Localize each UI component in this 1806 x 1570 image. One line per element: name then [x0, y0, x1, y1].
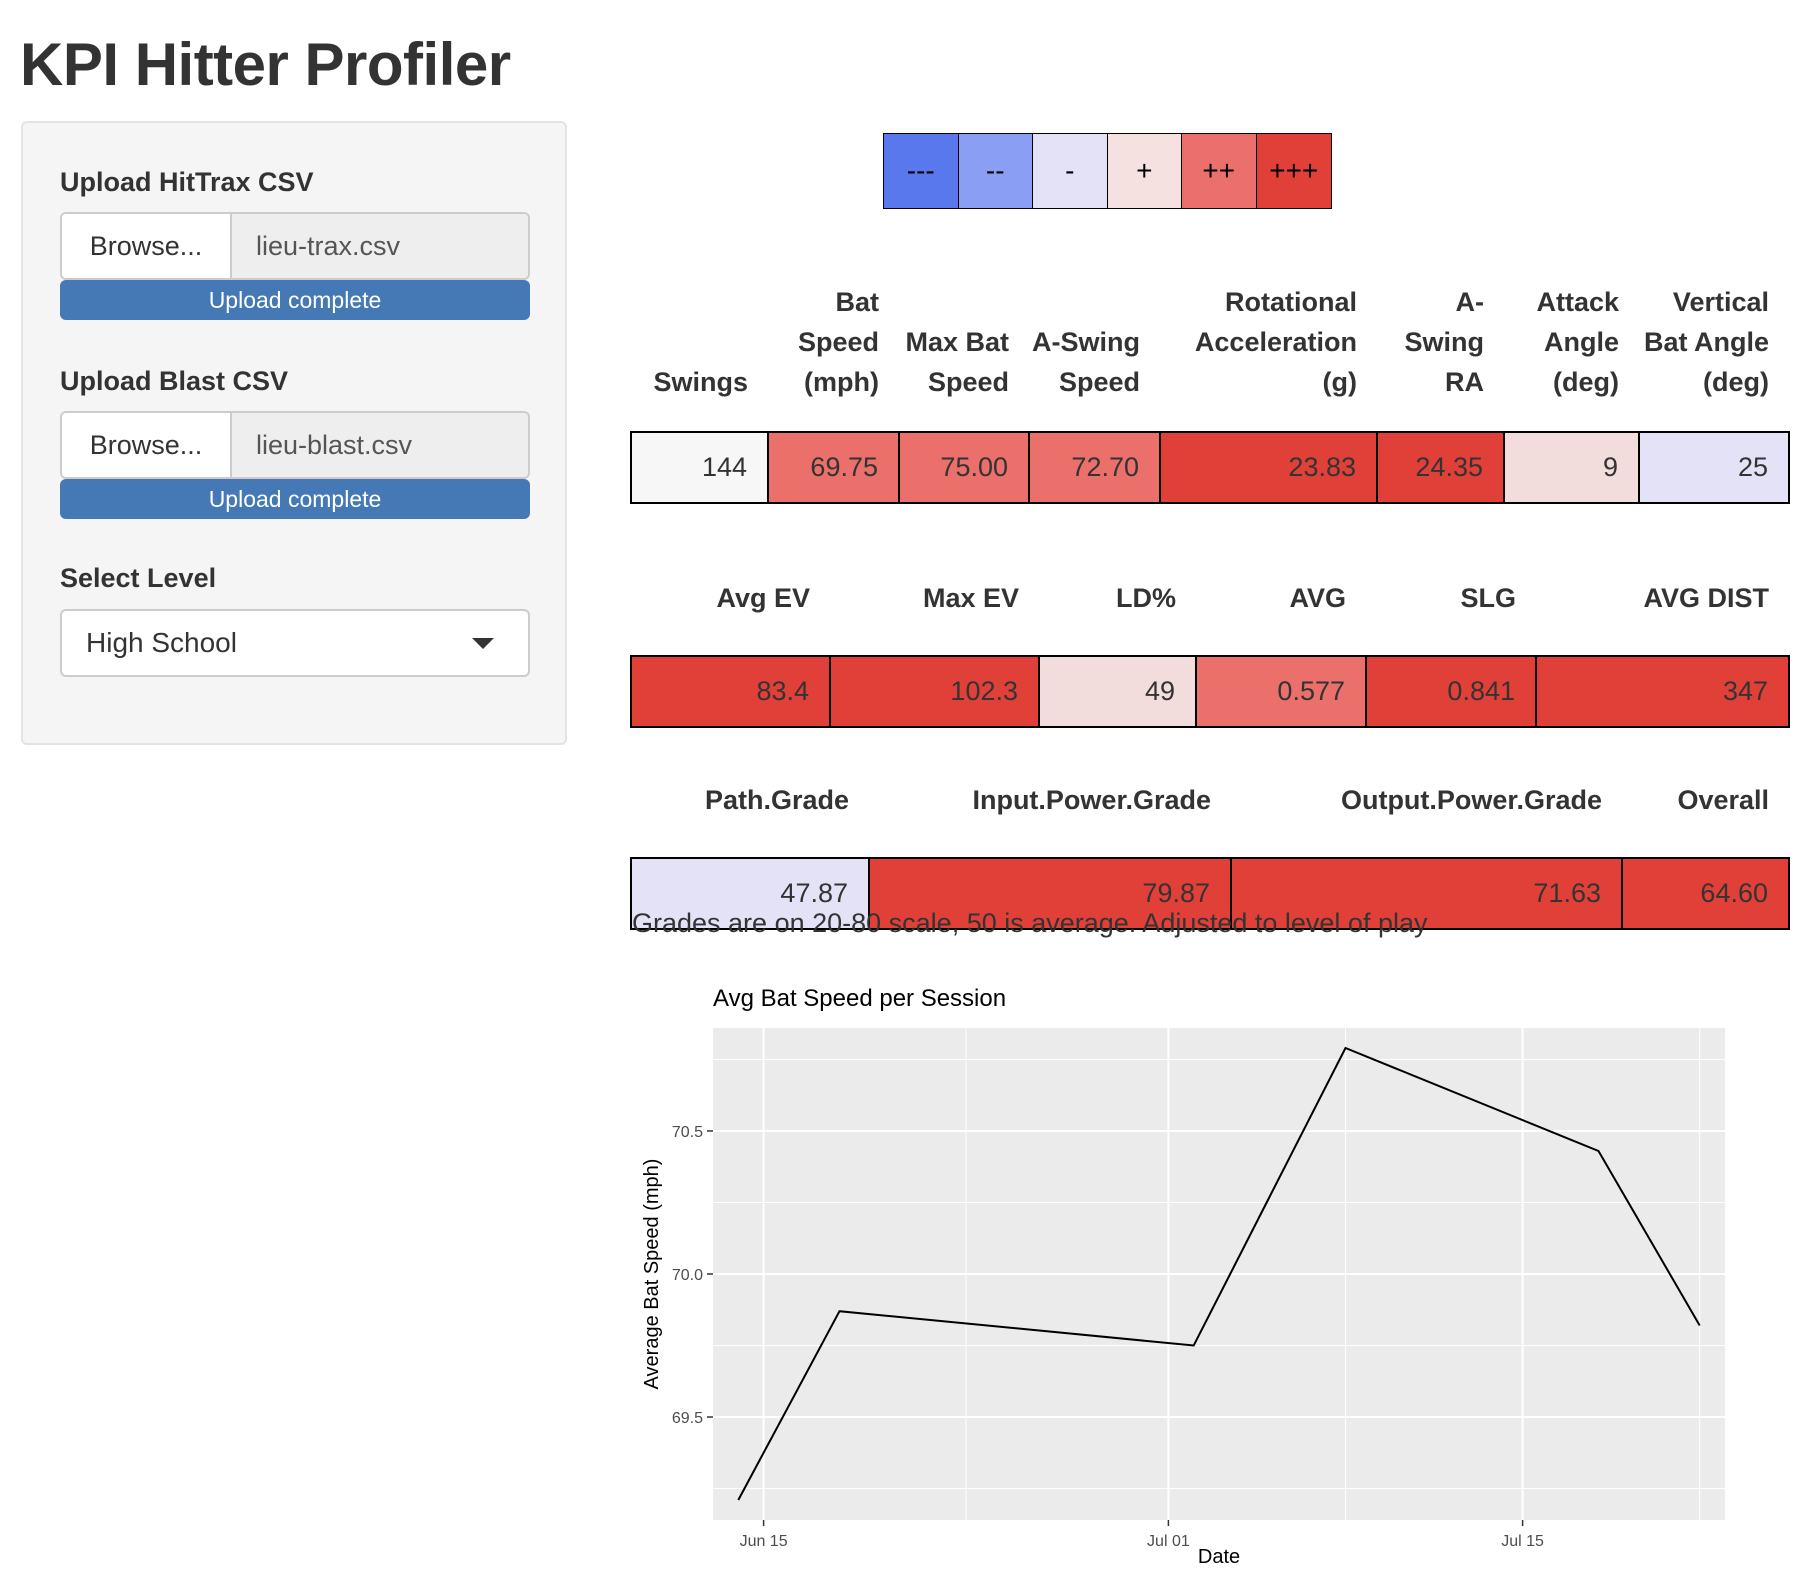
- blast-value-cell: 23.83: [1159, 431, 1378, 504]
- blast-header-cell: A-Swing Speed: [1032, 327, 1140, 397]
- series-line: [737, 1046, 1701, 1501]
- color-legend: --- -- - + ++ +++: [883, 133, 1332, 209]
- grades-value-cell: 71.63: [1230, 857, 1623, 930]
- grades-value-cell: 79.87: [868, 857, 1232, 930]
- blast-metrics-table: Swings Bat Speed (mph) Max Bat Speed A-Swin…: [630, 232, 1790, 504]
- hittrax-upload-status: Upload complete: [208, 286, 382, 313]
- y-axis-label: Average Bat Speed (mph): [641, 1159, 663, 1390]
- hittrax-header-cell: LD%: [1116, 583, 1176, 613]
- legend-cell: ++: [1182, 134, 1257, 208]
- x-tick-label: Jun 15: [740, 1533, 788, 1550]
- y-axis: 69.5 70.0 70.5: [672, 1124, 713, 1427]
- hittrax-header-cell: Avg EV: [716, 583, 810, 613]
- y-tick-label: 70.0: [672, 1267, 703, 1284]
- legend-cell: ---: [884, 134, 959, 208]
- app-title: KPI Hitter Profiler: [20, 31, 511, 98]
- y-tick-label: 69.5: [672, 1410, 703, 1427]
- blast-value-cell: 25: [1638, 431, 1790, 504]
- hittrax-header-cell: Max EV: [922, 583, 1019, 613]
- chart-title: Avg Bat Speed per Session: [713, 985, 1006, 1012]
- grades-header-cell: Overall: [1677, 785, 1769, 815]
- legend-cell: -: [1033, 134, 1108, 208]
- hittrax-file-name: lieu-trax.csv: [232, 214, 528, 278]
- blast-header-cell: Bat Speed (mph): [797, 287, 879, 397]
- chart-grid-minor: [713, 1028, 1725, 1520]
- level-select-label: Select Level: [60, 563, 217, 593]
- grades-header-cell: Path.Grade: [704, 785, 849, 815]
- hittrax-value-cell: 83.4: [630, 655, 831, 728]
- hittrax-upload-label: Upload HitTrax CSV: [60, 167, 314, 197]
- y-tick-label: 70.5: [672, 1124, 703, 1141]
- hittrax-progress-fill: [60, 280, 530, 320]
- blast-header-cell: A-Swing RA: [1404, 287, 1485, 397]
- blast-value-cell: 144: [630, 431, 769, 504]
- chart-grid-major: [713, 1028, 1725, 1520]
- chevron-down-icon: [472, 638, 494, 649]
- hittrax-header-cell: AVG: [1289, 583, 1346, 613]
- legend-cell: +: [1107, 134, 1182, 208]
- legend-cell: --: [958, 134, 1033, 208]
- grades-note: Grades are on 20-80 scale, 50 is average…: [632, 908, 1428, 938]
- blast-value-cell: 72.70: [1028, 431, 1161, 504]
- hittrax-metrics-table: Avg EV Max EV LD% AVG SLG AVG DIST 83.4 102.3 4…: [630, 548, 1790, 728]
- hittrax-value-cell: 0.577: [1195, 655, 1367, 728]
- hittrax-header-cell: AVG DIST: [1643, 583, 1769, 613]
- blast-header-cell: Swings: [653, 367, 748, 397]
- blast-upload-status: Upload complete: [208, 485, 382, 512]
- blast-header-cell: Max Bat Speed: [905, 327, 1009, 397]
- level-select[interactable]: High School: [60, 609, 530, 677]
- grades-header-cell: Output.Power.Grade: [1340, 785, 1602, 815]
- hittrax-value-cell: 0.841: [1365, 655, 1537, 728]
- blast-upload-label: Upload Blast CSV: [60, 366, 289, 396]
- hittrax-value-cell: 347: [1535, 655, 1790, 728]
- hittrax-progress-bar: Upload complete: [60, 280, 530, 320]
- grades-value-cell: 47.87: [630, 857, 870, 930]
- grades-header-cell: Input.Power.Grade: [972, 785, 1211, 815]
- x-tick-label: Jul 01: [1147, 1533, 1190, 1550]
- x-axis-label: Date: [1198, 1546, 1240, 1568]
- blast-header-cell: Rotational Acceleration (g): [1194, 287, 1357, 397]
- hittrax-value-cell: 49: [1038, 655, 1197, 728]
- hittrax-browse-button[interactable]: Browse...: [62, 214, 232, 278]
- grades-value-cell: 64.60: [1621, 857, 1790, 930]
- blast-header-cell: Vertical Bat Angle (deg): [1643, 287, 1769, 397]
- blast-progress-bar: Upload complete: [60, 479, 530, 519]
- grades-table: Path.Grade Input.Power.Grade Output.Power.…: [630, 750, 1790, 930]
- x-tick-label: Jul 15: [1501, 1533, 1544, 1550]
- blast-browse-button[interactable]: Browse...: [62, 413, 232, 477]
- hittrax-file-input[interactable]: Browse... lieu-trax.csv: [60, 212, 530, 280]
- blast-value-cell: 75.00: [898, 431, 1030, 504]
- bat-speed-line-chart: Avg Bat Speed per Session 69.5 70.0 70.5 J…: [641, 985, 1725, 1568]
- blast-value-cell: 24.35: [1376, 431, 1505, 504]
- blast-progress-fill: [60, 479, 530, 519]
- blast-value-cell: 69.75: [767, 431, 900, 504]
- hittrax-header-cell: SLG: [1460, 583, 1516, 613]
- level-select-value: High School: [86, 627, 237, 658]
- x-axis: Jun 15 Jul 01 Jul 15: [740, 1520, 1544, 1550]
- blast-file-input[interactable]: Browse... lieu-blast.csv: [60, 411, 530, 479]
- blast-header-cell: Attack Angle (deg): [1536, 287, 1619, 397]
- hittrax-value-cell: 102.3: [829, 655, 1040, 728]
- legend-cell: +++: [1256, 134, 1331, 208]
- blast-value-cell: 9: [1503, 431, 1640, 504]
- sidebar-panel: Upload HitTrax CSV Browse... lieu-trax.c…: [21, 121, 567, 745]
- blast-file-name: lieu-blast.csv: [232, 413, 528, 477]
